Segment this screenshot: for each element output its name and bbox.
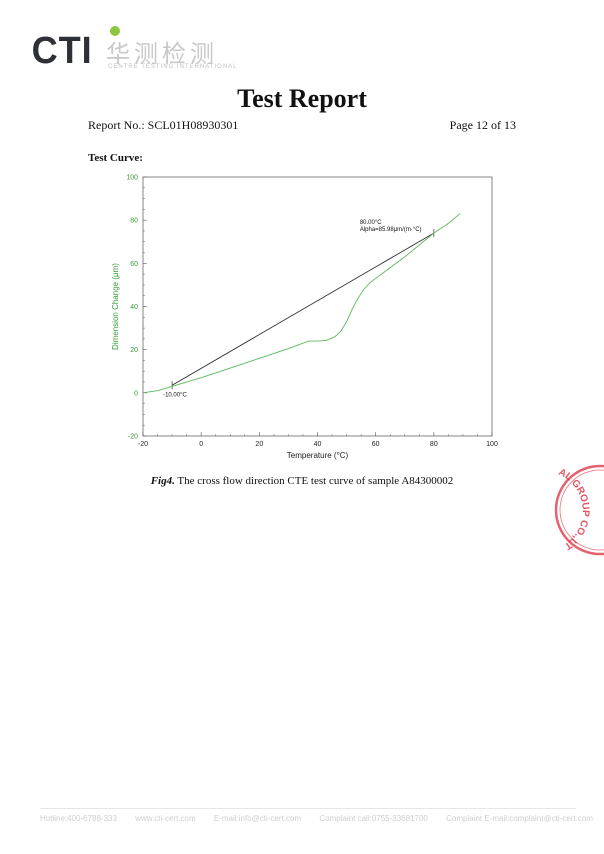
caption-text: The cross flow direction CTE test curve … <box>174 475 454 487</box>
y-tick-label: 20 <box>130 347 138 354</box>
footer-email: E-mail:info@cti-cert.com <box>213 814 302 823</box>
y-tick-label: 0 <box>134 390 138 397</box>
annotation-alpha: Alpha=85.98μm/(m·°C) <box>360 227 422 233</box>
footer-hotline: Hotline:400-6788-333 <box>40 814 117 823</box>
x-tick-label: 0 <box>199 441 203 448</box>
cte-curve <box>142 213 461 394</box>
company-seal: AL GROUP CO.,LT <box>554 464 604 556</box>
page-number: Page 12 of 13 <box>449 118 516 132</box>
footer-divider <box>40 808 576 809</box>
annotation-start: -10.00°C <box>163 392 187 398</box>
svg-text:AL GROUP CO.,LT: AL GROUP CO.,LT <box>557 467 591 552</box>
x-tick-label: 80 <box>430 441 438 448</box>
cte-chart: -20 0 20 40 60 80 100 -20 0 20 40 60 80 100 Temperatur… <box>111 175 498 461</box>
logo-english: CENTRE TESTING INTERNATIONAL <box>108 64 238 70</box>
figure-label: Fig4. <box>150 475 175 487</box>
fit-line <box>171 232 435 386</box>
y-axis-label: Dimension Change (μm) <box>111 263 120 350</box>
annotation-end: 80.00°C <box>360 220 382 226</box>
y-tick-label: 80 <box>130 218 138 225</box>
x-tick-label: 100 <box>486 441 498 448</box>
footer: Hotline:400-6788-333 www.cti-cert.com E-… <box>40 814 604 823</box>
footer-complaint-call: Complaint call:0755-33681700 <box>319 814 428 823</box>
footer-complaint-email: Complaint E-mail:complaint@cti-cert.com <box>446 814 593 823</box>
figure-caption: Fig4. The cross flow direction CTE test … <box>0 475 604 487</box>
y-tick-label: 40 <box>130 304 138 311</box>
x-axis-label: Temperature (°C) <box>287 451 349 460</box>
y-tick-label: 100 <box>126 175 138 182</box>
y-tick-label: 60 <box>130 261 138 268</box>
x-tick-label: 20 <box>255 441 263 448</box>
plot-frame <box>142 176 493 437</box>
page-title: Test Report <box>237 84 367 113</box>
footer-website: www.cti-cert.com <box>135 814 196 823</box>
x-tick-label: -20 <box>138 441 148 448</box>
logo-text: CTI <box>31 30 93 72</box>
x-tick-label: 60 <box>372 441 380 448</box>
report-number: Report No.: SCL01H08930301 <box>88 118 239 132</box>
x-tick-label: 40 <box>314 441 322 448</box>
section-title: Test Curve: <box>88 152 143 164</box>
logo-dot <box>110 26 120 36</box>
y-tick-label: -20 <box>128 434 138 441</box>
logo-chinese: 华测检测 <box>106 40 218 68</box>
